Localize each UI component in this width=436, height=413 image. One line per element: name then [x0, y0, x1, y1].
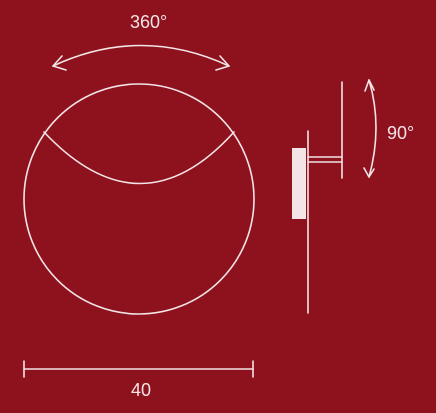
- tilt-label: 90°: [387, 123, 415, 143]
- rotation-arrowhead-left: [52, 55, 67, 71]
- front-view-circle: [23, 83, 255, 315]
- front-view-cut-line: [43, 131, 235, 185]
- tilt-arc: [368, 79, 377, 178]
- tilt-arrowhead-bottom: [363, 167, 375, 178]
- rotation-label: 360°: [130, 12, 168, 32]
- rotation-arrowhead-right: [215, 55, 230, 71]
- rotation-arc: [52, 44, 230, 67]
- tilt-arrowhead-top: [364, 79, 375, 92]
- side-view-mount-block: [292, 148, 306, 219]
- width-label: 40: [131, 380, 152, 400]
